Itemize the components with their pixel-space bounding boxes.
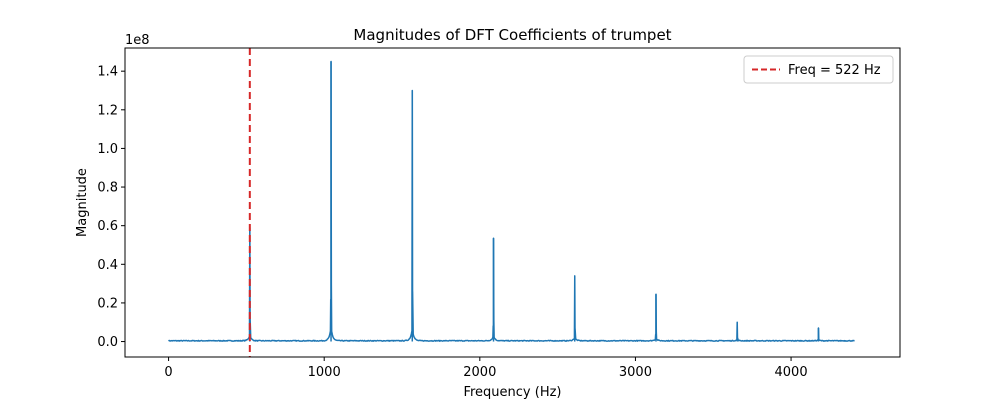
x-tick-label: 4000	[775, 365, 808, 380]
x-tick-label: 0	[164, 365, 172, 380]
axes-frame	[124, 47, 901, 358]
y-tick-label: 1.0	[97, 142, 118, 157]
y-offset-text: 1e8	[125, 33, 150, 48]
x-tick-label: 1000	[308, 365, 341, 380]
y-axis: 0.0 0.2 0.4 0.6 0.8 1.0 1.2 1.4	[97, 65, 125, 350]
legend-label: Freq = 522 Hz	[788, 63, 881, 78]
y-tick-label: 0.4	[97, 258, 118, 273]
x-tick-label: 3000	[619, 365, 652, 380]
x-axis: 0 1000 2000 3000 4000	[164, 357, 808, 380]
y-tick-label: 1.4	[97, 65, 118, 80]
x-axis-title: Frequency (Hz)	[463, 385, 561, 400]
chart-title: Magnitudes of DFT Coefficients of trumpe…	[353, 26, 671, 44]
plot-area	[168, 48, 855, 357]
y-tick-label: 0.0	[97, 335, 118, 350]
y-tick-label: 0.8	[97, 181, 118, 196]
x-tick-label: 2000	[463, 365, 496, 380]
y-tick-label: 1.2	[97, 103, 118, 118]
y-tick-label: 0.2	[97, 296, 118, 311]
legend-box	[743, 55, 894, 84]
legend: Freq = 522 Hz	[743, 55, 894, 84]
y-tick-label: 0.6	[97, 219, 118, 234]
spectrum-line	[168, 60, 855, 342]
y-axis-title: Magnitude	[75, 168, 90, 237]
